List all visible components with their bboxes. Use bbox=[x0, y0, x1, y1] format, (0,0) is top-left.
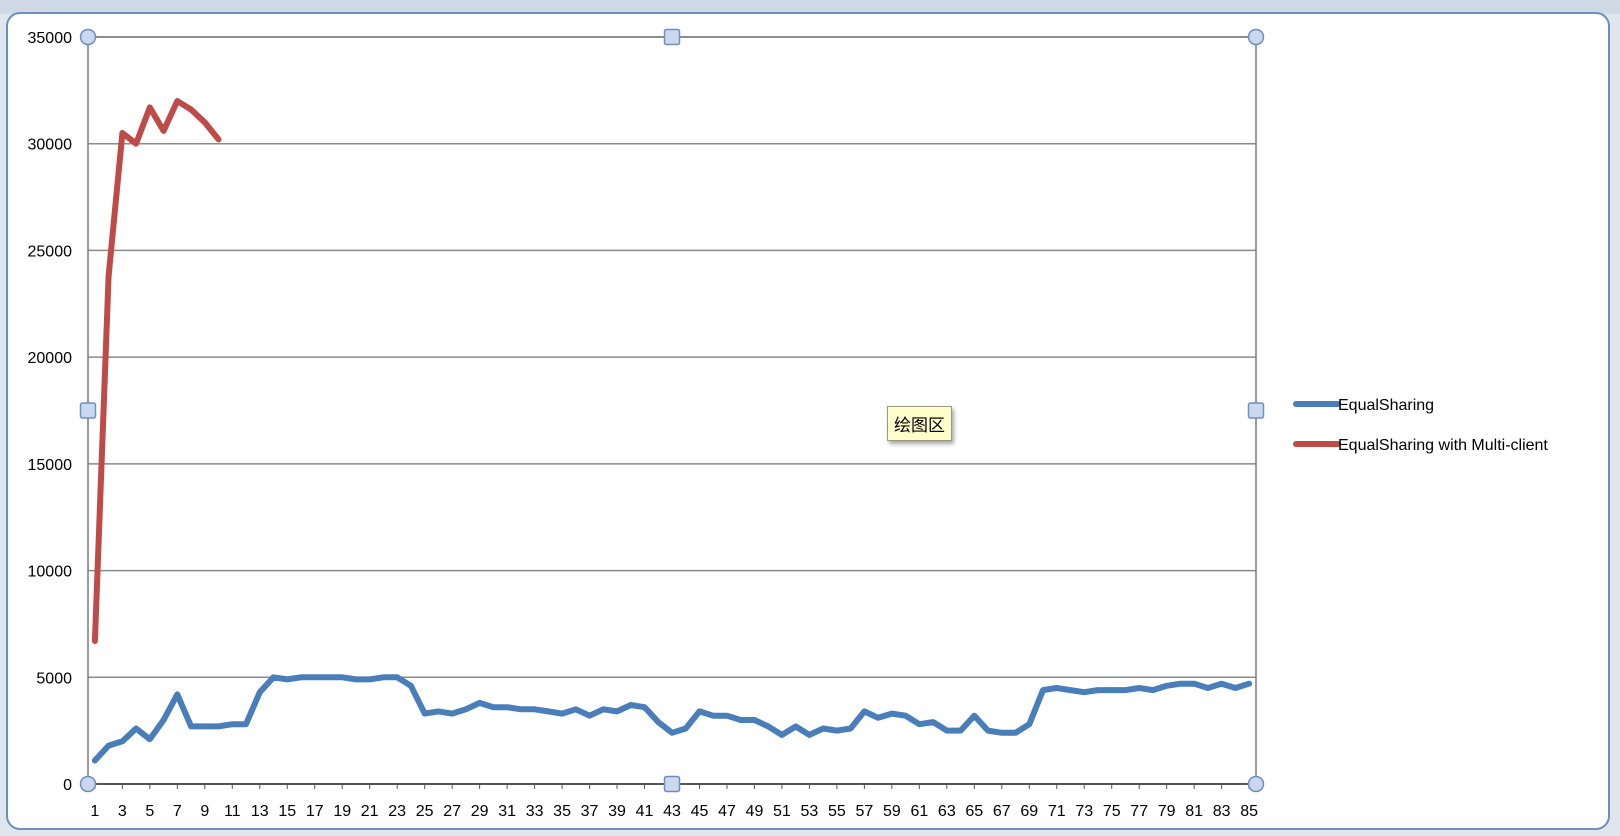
edge-resize-handle[interactable] bbox=[79, 402, 97, 419]
x-tick-label: 25 bbox=[416, 803, 434, 820]
y-tick-label: 5000 bbox=[36, 670, 72, 687]
series-line-equalsharing-multi-client[interactable] bbox=[91, 98, 222, 644]
plot-area-tooltip: 绘图区 bbox=[887, 406, 952, 441]
x-tick-label: 65 bbox=[965, 803, 983, 820]
corner-resize-handle[interactable] bbox=[79, 28, 97, 46]
edge-resize-handle[interactable] bbox=[663, 775, 681, 793]
legend-label: EqualSharing bbox=[1338, 397, 1434, 414]
x-tick-label: 85 bbox=[1240, 803, 1258, 820]
x-tick-label: 53 bbox=[801, 803, 819, 820]
y-tick-label: 25000 bbox=[28, 243, 73, 260]
y-tick-label: 10000 bbox=[28, 564, 73, 581]
x-tick-label: 5 bbox=[145, 803, 154, 820]
x-tick-label: 63 bbox=[938, 803, 956, 820]
x-tick-label: 35 bbox=[553, 803, 571, 820]
x-tick-label: 67 bbox=[993, 803, 1011, 820]
selection-handles[interactable] bbox=[79, 28, 1265, 793]
x-tick-label: 55 bbox=[828, 803, 846, 820]
x-tick-label: 79 bbox=[1158, 803, 1176, 820]
x-tick-label: 21 bbox=[361, 803, 379, 820]
series-line-equalsharing[interactable] bbox=[91, 674, 1253, 764]
x-tick-label: 13 bbox=[251, 803, 269, 820]
x-tick-label: 37 bbox=[581, 803, 599, 820]
x-tick-label: 9 bbox=[200, 803, 209, 820]
x-tick-label: 51 bbox=[773, 803, 791, 820]
series-lines bbox=[91, 98, 1253, 764]
x-tick-label: 7 bbox=[173, 803, 182, 820]
corner-resize-handle[interactable] bbox=[1247, 775, 1265, 793]
corner-resize-handle[interactable] bbox=[1247, 28, 1265, 46]
x-tick-label: 69 bbox=[1020, 803, 1038, 820]
edge-resize-handle[interactable] bbox=[663, 28, 681, 46]
x-tick-label: 83 bbox=[1213, 803, 1231, 820]
x-tick-label: 19 bbox=[333, 803, 351, 820]
y-tick-label: 0 bbox=[63, 777, 72, 794]
chart-area[interactable] bbox=[6, 12, 1610, 830]
plot-area-border bbox=[87, 36, 1257, 785]
y-tick-label: 20000 bbox=[28, 350, 73, 367]
x-tick-label: 1 bbox=[90, 803, 99, 820]
gridlines bbox=[88, 36, 1256, 785]
x-tick-label: 47 bbox=[718, 803, 736, 820]
x-tick-label: 3 bbox=[118, 803, 127, 820]
x-tick-label: 11 bbox=[224, 803, 241, 820]
x-tick-label: 31 bbox=[498, 803, 516, 820]
spreadsheet-background bbox=[0, 0, 1620, 14]
corner-resize-handle[interactable] bbox=[79, 775, 97, 793]
legend: EqualSharing EqualSharing with Multi-clie… bbox=[1293, 397, 1548, 454]
x-tick-label: 49 bbox=[746, 803, 764, 820]
x-tick-label: 71 bbox=[1048, 803, 1066, 820]
x-tick-label: 45 bbox=[691, 803, 709, 820]
x-tick-label: 15 bbox=[278, 803, 296, 820]
x-tick-label: 75 bbox=[1103, 803, 1121, 820]
x-tick-label: 61 bbox=[910, 803, 928, 820]
y-tick-label: 15000 bbox=[28, 457, 73, 474]
legend-label: EqualSharing with Multi-client bbox=[1338, 437, 1548, 454]
x-tick-label: 57 bbox=[855, 803, 873, 820]
x-tick-label: 27 bbox=[443, 803, 461, 820]
x-tick-label: 59 bbox=[883, 803, 901, 820]
x-tick-label: 29 bbox=[471, 803, 489, 820]
x-tick-label: 23 bbox=[388, 803, 406, 820]
x-tick-label: 17 bbox=[306, 803, 324, 820]
y-tick-label: 35000 bbox=[28, 30, 73, 47]
x-tick-label: 39 bbox=[608, 803, 626, 820]
edge-resize-handle[interactable] bbox=[1247, 402, 1265, 419]
y-tick-label: 30000 bbox=[28, 137, 73, 154]
x-tick-label: 33 bbox=[526, 803, 544, 820]
x-tick-label: 73 bbox=[1075, 803, 1093, 820]
x-tick-label: 43 bbox=[663, 803, 681, 820]
x-tick-label: 41 bbox=[636, 803, 654, 820]
x-tick-label: 81 bbox=[1185, 803, 1203, 820]
x-tick-label: 77 bbox=[1130, 803, 1148, 820]
